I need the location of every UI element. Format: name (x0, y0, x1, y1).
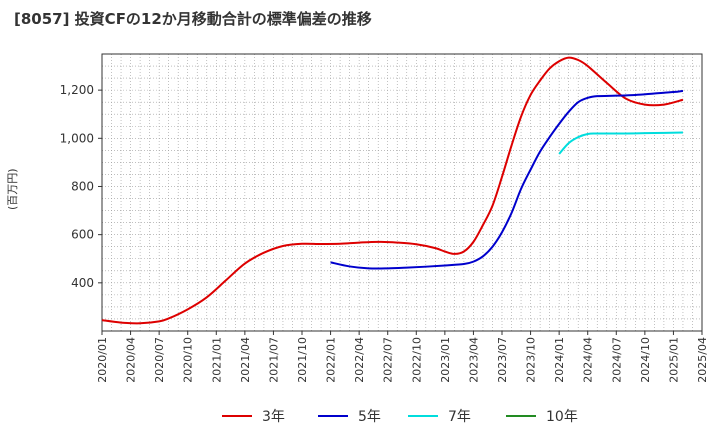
x-tick-label: 2021/10 (296, 337, 309, 383)
series-line-3年 (101, 56, 684, 325)
y-tick-label: 1,000 (60, 131, 94, 145)
x-tick-label: 2023/01 (439, 337, 452, 383)
x-tick-label: 2020/01 (96, 337, 109, 383)
chart-title: [8057] 投資CFの12か月移動合計の標準偏差の推移 (14, 10, 372, 28)
legend-label: 10年 (546, 409, 578, 425)
x-tick-label: 2023/07 (496, 337, 509, 383)
x-tick-label: 2025/04 (696, 337, 709, 383)
x-tick-label: 2024/07 (610, 337, 623, 383)
legend-swatch (506, 415, 536, 417)
x-tick-label: 2025/01 (667, 337, 680, 383)
chart-legend: 3年 5年 7年 10年 (0, 404, 720, 428)
legend-label: 5年 (358, 409, 381, 425)
series-line-5年 (330, 89, 684, 270)
x-tick-label: 2023/04 (467, 337, 480, 383)
plot-border (101, 53, 703, 332)
legend-swatch (318, 415, 348, 417)
legend-label: 3年 (262, 409, 285, 425)
line-chart: 400 600 800 1,000 1,200 2020/01 2020/04 2020/07… (60, 53, 709, 383)
x-tick-label: 2020/10 (182, 337, 195, 383)
legend-item: 10年 (506, 404, 578, 428)
x-tick-label: 2024/10 (639, 337, 652, 383)
y-tick-label: 600 (71, 228, 94, 242)
x-tick-label: 2023/10 (525, 337, 538, 383)
x-tick-label: 2021/01 (210, 337, 223, 383)
legend-swatch (222, 415, 252, 417)
x-tick-label: 2022/01 (325, 337, 338, 383)
legend-swatch (408, 415, 438, 417)
x-tick-label: 2024/04 (582, 337, 595, 383)
series-line-7年 (558, 131, 683, 155)
plot-area (102, 54, 702, 331)
legend-label: 7年 (448, 409, 471, 425)
x-tick-label: 2022/10 (410, 337, 423, 383)
x-tick-label: 2020/04 (125, 337, 138, 383)
y-tick-label: 1,200 (60, 83, 94, 97)
legend-item: 3年 (222, 404, 285, 428)
x-tick-label: 2021/04 (239, 337, 252, 383)
y-tick-label: 800 (71, 179, 94, 193)
x-tick-label: 2020/07 (153, 337, 166, 383)
x-tick-label: 2024/01 (553, 337, 566, 383)
x-tick-label: 2021/07 (267, 337, 280, 383)
x-tick-label: 2022/04 (353, 337, 366, 383)
x-tick-label: 2022/07 (382, 337, 395, 383)
legend-item: 7年 (408, 404, 471, 428)
legend-item: 5年 (318, 404, 381, 428)
y-tick-label: 400 (71, 276, 94, 290)
